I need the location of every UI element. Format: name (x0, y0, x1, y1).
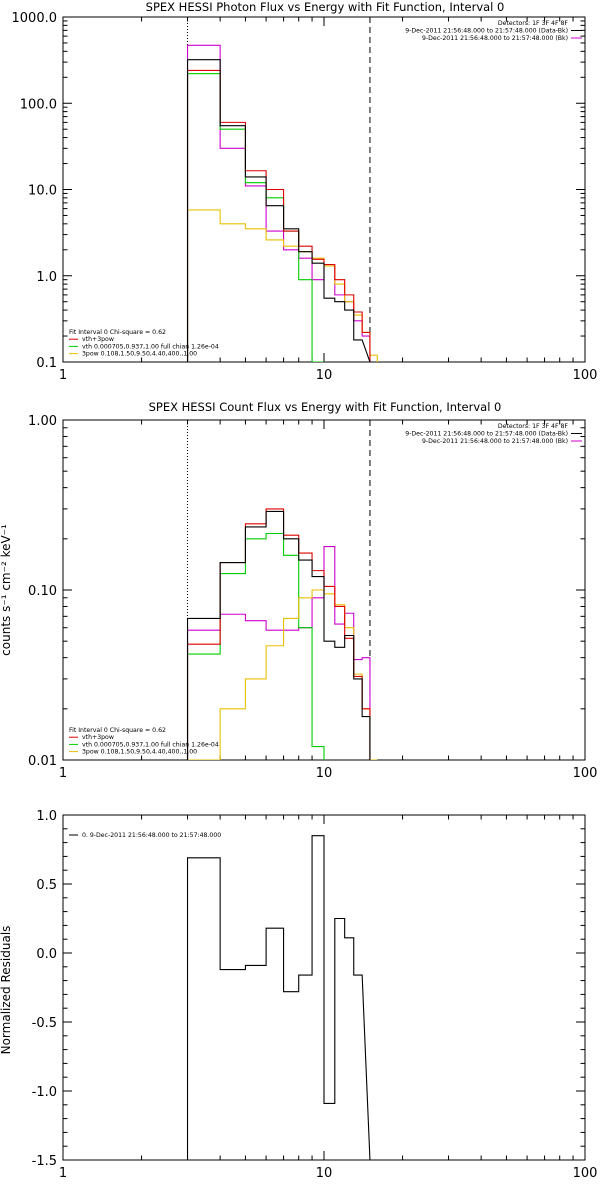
panel-title: SPEX HESSI Count Flux vs Energy with Fit… (149, 400, 502, 414)
legend-entry-label: 3pow 0.108,1.50,9.50,4.40,400.,1.00 (82, 351, 197, 358)
histogram-series (187, 589, 378, 760)
y-tick-label: 1.0 (36, 809, 57, 824)
x-tick-label: 10 (316, 766, 333, 781)
legend-entry-label: 9-Dec-2011 21:56:48.000 to 21:57:48.000 … (422, 438, 568, 445)
y-tick-label: 0.5 (36, 878, 57, 893)
y-axis-label: counts s⁻¹ cm⁻² keV⁻¹ (0, 524, 13, 656)
x-tick-label: 100 (573, 766, 598, 781)
count-flux-panel: SPEX HESSI Count Flux vs Energy with Fit… (0, 400, 597, 781)
y-tick-label: -1.0 (32, 1085, 57, 1100)
legend-entry-label: 9-Dec-2011 21:56:48.000 to 21:57:48.000 … (405, 431, 568, 438)
plot-area: 1 10 100 0.01 0.10 1.00 Detectors: 1F 3F 4F 8F… (28, 414, 597, 781)
legend-entry-label: Detectors: 1F 3F 4F 8F (498, 423, 569, 430)
legend-entry-label: vth 0.000705,0.937,1.00 full chian 1.26e… (82, 741, 219, 748)
y-tick-label: 1000.0 (12, 11, 58, 26)
histogram-series (186, 510, 371, 760)
x-tick-label: 1 (59, 368, 67, 383)
y-tick-label: 0.1 (36, 356, 57, 371)
legend-entry-label: Fit Interval 0 Chi-square = 0.62 (69, 329, 166, 336)
y-axis-label: Normalized Residuals (0, 926, 13, 1055)
legend-entry-label: 9-Dec-2011 21:56:48.000 to 21:57:48.000 … (422, 35, 568, 42)
histogram-series (186, 835, 371, 1160)
panel-title: SPEX HESSI Photon Flux vs Energy with Fi… (146, 0, 505, 14)
legend-entry-label: 9-Dec-2011 21:56:48.000 to 21:57:48.000 … (405, 28, 568, 35)
x-tick-label: 10 (316, 368, 333, 383)
legend-entry-label: vth+3pow (82, 734, 114, 741)
y-tick-label: 0.0 (36, 947, 57, 962)
y-tick-label: 0.10 (28, 584, 57, 599)
legend-entry-label: vth+3pow (82, 336, 114, 343)
legend-entry-label: Fit Interval 0 Chi-square = 0.62 (69, 727, 166, 734)
x-tick-label: 100 (573, 1166, 598, 1181)
y-tick-label: 0.01 (28, 754, 57, 769)
histogram-series (186, 59, 371, 362)
y-tick-label: 1.0 (36, 270, 57, 285)
x-tick-label: 1 (59, 766, 67, 781)
plot-area: 1 10 100 -1.5 -1.0 -0.5 0.0 0.5 1.0 0. 9-Dec-2011… (32, 809, 598, 1181)
legend-entry-label: 0. 9-Dec-2011 21:56:48.000 to 21:57:48.0… (82, 832, 221, 839)
legend-entry-label: Detectors: 1F 3F 4F 8F (498, 20, 569, 27)
y-tick-label: 100.0 (20, 97, 57, 112)
photon-flux-panel: SPEX HESSI Photon Flux vs Energy with Fi… (12, 0, 598, 383)
residuals-panel: Normalized Residuals 1 10 100 -1.5 -1.0 -0.5 0… (0, 809, 597, 1181)
x-tick-label: 10 (316, 1166, 333, 1181)
y-tick-label: -0.5 (32, 1016, 57, 1031)
x-tick-label: 100 (573, 368, 598, 383)
y-tick-label: 1.00 (28, 414, 57, 429)
legend-entry-label: 3pow 0.108,1.50,9.50,4.40,400.,1.00 (82, 749, 197, 756)
y-tick-label: 10.0 (28, 184, 57, 199)
legend-entry-label: vth 0.000705,0.937,1.00 full chian 1.26e… (82, 343, 219, 350)
y-tick-label: -1.5 (32, 1154, 57, 1169)
plot-area: 1 10 100 0.1 1.0 10.0 100.0 1000.0 Detectors: 1F… (12, 11, 598, 383)
x-tick-label: 1 (59, 1166, 67, 1181)
